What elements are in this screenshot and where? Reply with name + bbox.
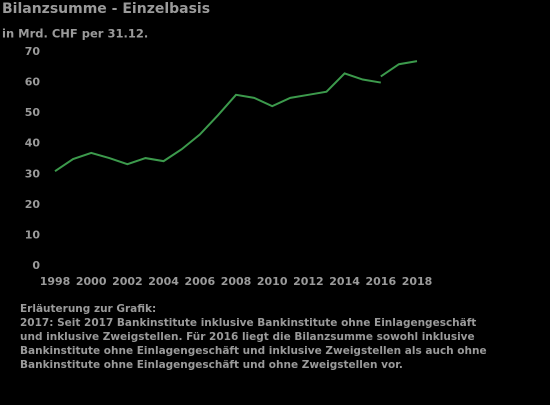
chart-title: Bilanzsumme - Einzelbasis — [2, 1, 210, 17]
y-tick-label: 60 — [25, 76, 41, 89]
line — [54, 72, 381, 173]
line — [380, 60, 418, 78]
y-tick-label: 10 — [25, 228, 41, 241]
x-tick-label: 2012 — [293, 275, 324, 288]
note: Erläuterung zur Grafik: 2017: Seit 2017 … — [20, 302, 490, 372]
chart: Bilanzsumme - Einzelbasis in Mrd. CHF pe… — [2, 1, 433, 288]
x-tick-label: 2002 — [112, 275, 143, 288]
x-tick-label: 2014 — [329, 275, 360, 288]
note-text: 2017: Seit 2017 Bankinstitute inklusive … — [20, 317, 487, 371]
y-tick-label: 30 — [25, 167, 41, 180]
chart-subtitle: in Mrd. CHF per 31.12. — [2, 27, 148, 41]
y-tick-label: 70 — [25, 45, 41, 58]
x-tick-label: 2006 — [184, 275, 215, 288]
y-tick-label: 50 — [25, 106, 41, 119]
y-tick-label: 0 — [32, 259, 40, 272]
note-title: Erläuterung zur Grafik: — [20, 303, 157, 315]
x-tick-label: 2004 — [148, 275, 179, 288]
y-tick-label: 20 — [25, 198, 41, 211]
y-tick-label: 40 — [25, 137, 41, 150]
x-tick-label: 2018 — [402, 275, 433, 288]
x-tick-label: 2010 — [257, 275, 288, 288]
x-tick-label: 1998 — [40, 275, 71, 288]
x-tick-label: 2000 — [76, 275, 107, 288]
x-tick-label: 2016 — [365, 275, 396, 288]
x-tick-label: 2008 — [221, 275, 252, 288]
